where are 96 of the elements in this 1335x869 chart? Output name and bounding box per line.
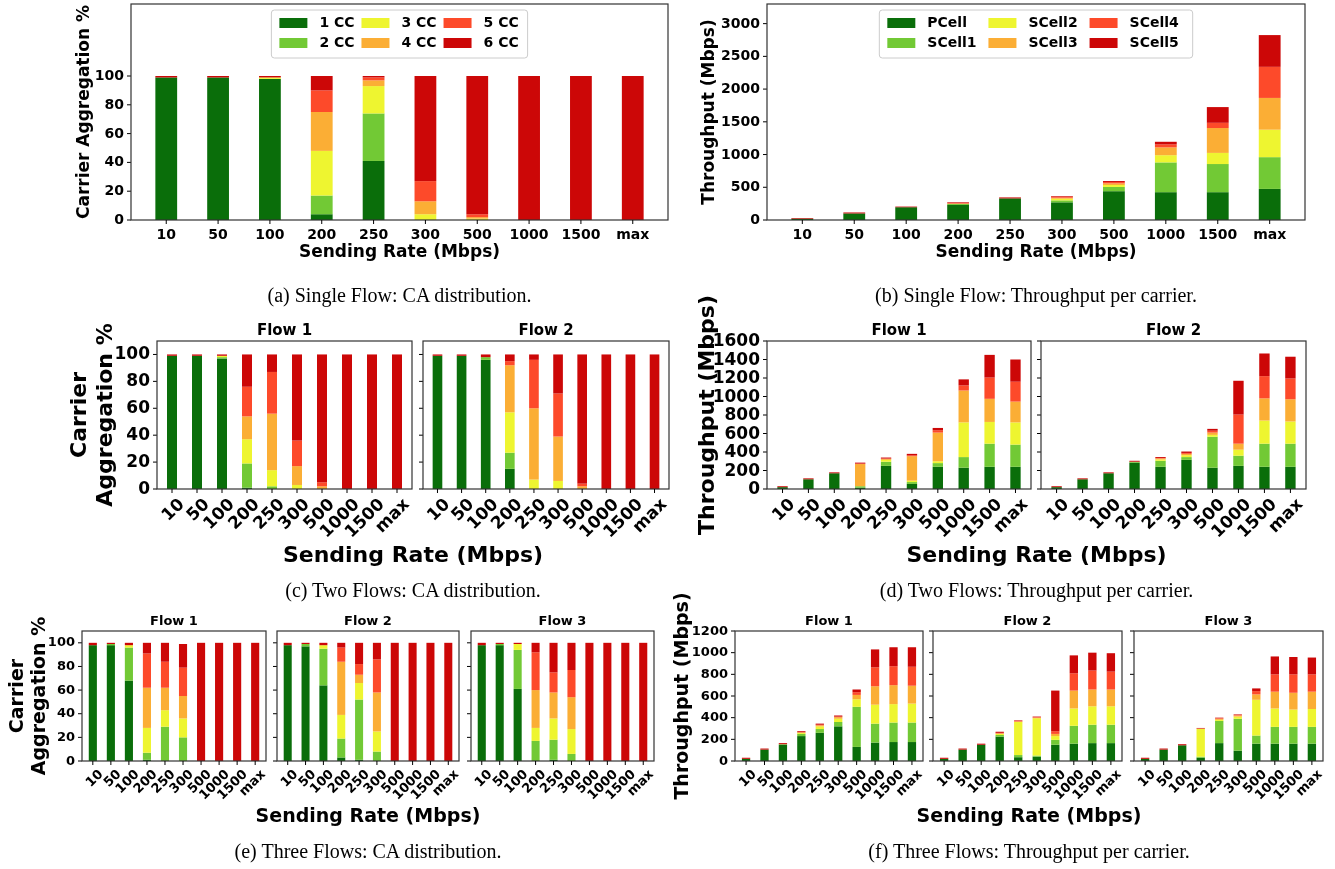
legend-label: SCell3 (1028, 34, 1078, 50)
y-tick-label: 60 (104, 124, 125, 141)
legend-label: SCell4 (1129, 14, 1180, 30)
y-tick-label: 2000 (721, 80, 761, 97)
y-axis-title: Carrier Aggregation % (73, 4, 93, 220)
y-tick-label: 100 (94, 67, 125, 83)
y-tick-label: 20 (104, 182, 125, 199)
x-tick-label: 1500 (561, 226, 601, 243)
y-tick-label: 1500 (721, 112, 761, 129)
x-tick-label: 500 (462, 226, 493, 243)
y-tick-label: 0 (748, 478, 761, 498)
y-tick-label: 800 (724, 404, 761, 424)
y-tick-label: 80 (56, 657, 75, 673)
y-axis-title: Throughput (Mbps) (698, 19, 718, 205)
chart-title: Flow 2 (344, 613, 392, 628)
y-tick-label: 40 (126, 424, 151, 445)
text: (d) Two Flows: Throughput per carrier. (879, 578, 1194, 602)
y-axis-title: Throughput (Mbps) (669, 592, 692, 800)
x-axis-title: Sending Rate (Mbps) (906, 542, 1167, 567)
chart-title: Flow 3 (1204, 613, 1253, 628)
text: (f) Three Flows: Throughput per carrier. (868, 839, 1190, 863)
y-tick-label: 3000 (721, 14, 761, 31)
y-tick-label: 0 (138, 478, 151, 498)
y-tick-label: 600 (724, 422, 761, 443)
y-tick-label: 80 (104, 95, 125, 112)
y-tick-label: 80 (126, 370, 151, 391)
legend-label: 6 CC (483, 34, 519, 50)
x-tick-label: 1000 (1146, 226, 1186, 243)
chart-title: Flow 2 (518, 321, 574, 339)
legend-label: SCell1 (927, 34, 977, 50)
y-tick-label: 0 (65, 752, 75, 768)
legend-label: 4 CC (401, 34, 437, 50)
legend-label: 2 CC (319, 34, 355, 50)
text: (a) Single Flow: CA distribution. (267, 283, 532, 307)
y-tick-label: 60 (126, 397, 151, 418)
legend-label: 1 CC (319, 14, 355, 30)
legend-label: PCell (927, 14, 967, 30)
y-tick-label: 2500 (721, 47, 761, 64)
x-tick-label: 300 (410, 226, 441, 243)
text: (e) Three Flows: CA distribution. (234, 839, 502, 863)
y-tick-label: 100 (47, 634, 75, 650)
chart-title: Flow 1 (256, 321, 313, 339)
x-tick-label: 50 (208, 226, 229, 243)
y-tick-label: 200 (724, 459, 761, 480)
y-tick-label: 1000 (721, 145, 761, 162)
x-tick-label: 200 (943, 226, 973, 243)
y-tick-label: 800 (700, 665, 728, 681)
x-axis-title: Sending Rate (Mbps) (916, 803, 1142, 826)
x-tick-label: 50 (844, 226, 865, 243)
y-tick-label: 400 (700, 709, 728, 725)
y-tick-label: 0 (750, 211, 761, 227)
legend-label: 3 CC (401, 14, 437, 30)
legend-label: SCell5 (1129, 34, 1179, 50)
x-axis-title: Sending Rate (Mbps) (282, 542, 544, 567)
text: (c) Two Flows: CA distribution. (285, 578, 541, 602)
chart-title: Flow 1 (805, 613, 853, 628)
y-tick-label: 100 (114, 343, 151, 364)
x-tick-label: 100 (255, 226, 285, 243)
x-tick-label: 300 (1047, 226, 1077, 243)
x-tick-label: 500 (1099, 226, 1129, 243)
y-tick-label: 1000 (691, 644, 728, 660)
y-tick-label: 40 (104, 153, 125, 170)
x-tick-label: 250 (995, 226, 1025, 243)
y-tick-label: 600 (700, 687, 728, 703)
x-tick-label: 1500 (1198, 226, 1238, 243)
y-tick-label: 400 (724, 441, 761, 461)
y-tick-label: 0 (114, 211, 125, 227)
y-tick-label: 0 (718, 752, 728, 768)
y-tick-label: 20 (56, 728, 75, 744)
chart-title: Flow 2 (1145, 321, 1202, 339)
x-tick-label: max (1253, 226, 1287, 243)
y-tick-label: 60 (56, 681, 75, 697)
y-axis-title: Carrier Aggregation % (4, 616, 49, 776)
y-tick-label: 200 (700, 730, 728, 746)
y-tick-label: 40 (56, 705, 75, 721)
chart-title: Flow 3 (538, 613, 587, 628)
x-axis-title: Sending Rate (Mbps) (298, 241, 501, 261)
x-axis-title: Sending Rate (Mbps) (935, 241, 1137, 261)
chart-title: Flow 1 (871, 321, 927, 339)
x-tick-label: 250 (358, 226, 389, 243)
y-tick-label: 500 (730, 178, 761, 195)
x-tick-label: 10 (792, 226, 813, 243)
x-tick-label: 1000 (509, 226, 549, 243)
x-tick-label: 10 (156, 226, 177, 243)
legend-label: 5 CC (483, 14, 519, 30)
text: (b) Single Flow: Throughput per carrier. (875, 283, 1197, 307)
x-tick-label: 100 (891, 226, 922, 243)
y-axis-title: Carrier Aggregation % (66, 323, 117, 507)
y-tick-label: 1200 (691, 622, 728, 638)
x-tick-label: max (616, 226, 650, 243)
chart-title: Flow 1 (150, 613, 198, 628)
x-tick-label: 200 (307, 226, 337, 243)
legend-label: SCell2 (1028, 14, 1078, 30)
chart-title: Flow 2 (1003, 613, 1052, 628)
y-tick-label: 20 (126, 451, 151, 472)
x-axis-title: Sending Rate (Mbps) (255, 803, 481, 826)
